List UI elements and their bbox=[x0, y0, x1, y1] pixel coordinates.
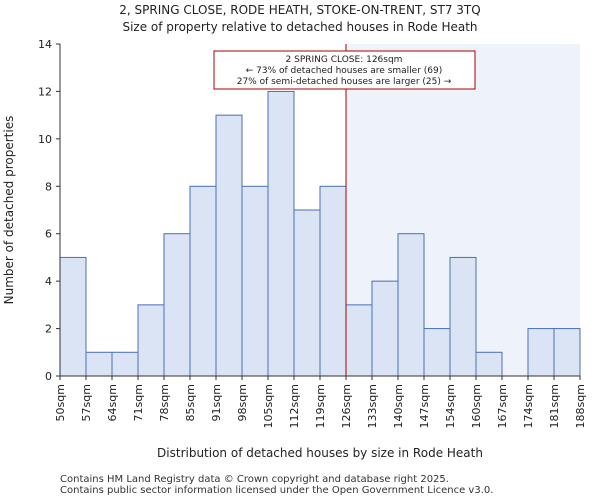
y-tick-label-12: 12 bbox=[38, 85, 52, 98]
annotation-line-2: ← 73% of detached houses are smaller (69… bbox=[246, 66, 443, 76]
y-axis-label: Number of detached properties bbox=[2, 116, 16, 305]
x-tick-label-160sqm: 160sqm bbox=[470, 384, 483, 428]
bar-133sqm bbox=[371, 280, 399, 377]
y-tick-label-8: 8 bbox=[45, 180, 52, 193]
x-tick-label-78sqm: 78sqm bbox=[158, 384, 171, 421]
x-tick-label-174sqm: 174sqm bbox=[522, 384, 535, 428]
annotation-line-1: 2 SPRING CLOSE: 126sqm bbox=[286, 55, 403, 65]
x-tick-label-181sqm: 181sqm bbox=[548, 384, 561, 428]
y-tick-label-14: 14 bbox=[38, 38, 52, 51]
bar-160sqm bbox=[475, 351, 503, 377]
bar-112sqm bbox=[293, 209, 321, 377]
bar-105sqm bbox=[267, 90, 295, 377]
footer-copyright: Contains HM Land Registry data © Crown c… bbox=[60, 474, 449, 485]
y-tick-label-2: 2 bbox=[45, 323, 52, 336]
x-tick-label-140sqm: 140sqm bbox=[392, 384, 405, 428]
x-tick-label-105sqm: 105sqm bbox=[262, 384, 275, 428]
bars-group bbox=[59, 90, 581, 377]
x-tick-label-57sqm: 57sqm bbox=[80, 384, 93, 421]
bar-174sqm bbox=[527, 328, 555, 377]
x-tick-label-50sqm: 50sqm bbox=[54, 384, 67, 421]
annotation-box bbox=[213, 50, 476, 90]
bar-126sqm bbox=[345, 304, 373, 377]
bar-78sqm bbox=[163, 233, 191, 377]
x-tick-label-71sqm: 71sqm bbox=[132, 384, 145, 421]
bar-85sqm bbox=[189, 185, 217, 377]
bar-98sqm bbox=[241, 185, 269, 377]
y-tick-label-4: 4 bbox=[45, 275, 52, 288]
bar-57sqm bbox=[85, 351, 113, 377]
x-tick-label-85sqm: 85sqm bbox=[184, 384, 197, 421]
chart-subtitle: Size of property relative to detached ho… bbox=[122, 20, 477, 34]
bar-71sqm bbox=[137, 304, 165, 377]
y-ticks-group: 0 2 4 6 8 10 12 14 bbox=[38, 38, 60, 383]
footer-licence: Contains public sector information licen… bbox=[60, 485, 494, 496]
x-tick-label-188sqm: 188sqm bbox=[574, 384, 587, 428]
y-tick-label-10: 10 bbox=[38, 133, 52, 146]
annotation-line-3: 27% of semi-detached houses are larger (… bbox=[237, 77, 452, 87]
x-tick-label-91sqm: 91sqm bbox=[210, 384, 223, 421]
x-ticks-group: 50sqm 57sqm 64sqm 71sqm 78sqm 85sqm 91sqm 98sqm… bbox=[54, 376, 587, 428]
x-tick-label-133sqm: 133sqm bbox=[366, 384, 379, 428]
x-tick-label-112sqm: 112sqm bbox=[288, 384, 301, 428]
bar-64sqm bbox=[111, 351, 139, 377]
x-tick-label-167sqm: 167sqm bbox=[496, 384, 509, 428]
y-tick-label-0: 0 bbox=[45, 370, 52, 383]
chart-title: 2, SPRING CLOSE, RODE HEATH, STOKE-ON-TR… bbox=[119, 3, 480, 17]
x-tick-label-147sqm: 147sqm bbox=[418, 384, 431, 428]
bar-154sqm bbox=[449, 256, 477, 377]
x-axis-label: Distribution of detached houses by size … bbox=[157, 446, 483, 460]
bar-91sqm bbox=[215, 114, 243, 377]
x-tick-label-154sqm: 154sqm bbox=[444, 384, 457, 428]
x-tick-label-64sqm: 64sqm bbox=[106, 384, 119, 421]
bar-181sqm bbox=[553, 328, 581, 377]
y-tick-label-6: 6 bbox=[45, 228, 52, 241]
bar-119sqm bbox=[319, 185, 347, 377]
bar-147sqm bbox=[423, 328, 451, 377]
x-tick-label-98sqm: 98sqm bbox=[236, 384, 249, 421]
bar-50sqm bbox=[59, 256, 87, 377]
x-tick-label-119sqm: 119sqm bbox=[314, 384, 327, 428]
bar-140sqm bbox=[397, 233, 425, 377]
x-tick-label-126sqm: 126sqm bbox=[340, 384, 353, 428]
